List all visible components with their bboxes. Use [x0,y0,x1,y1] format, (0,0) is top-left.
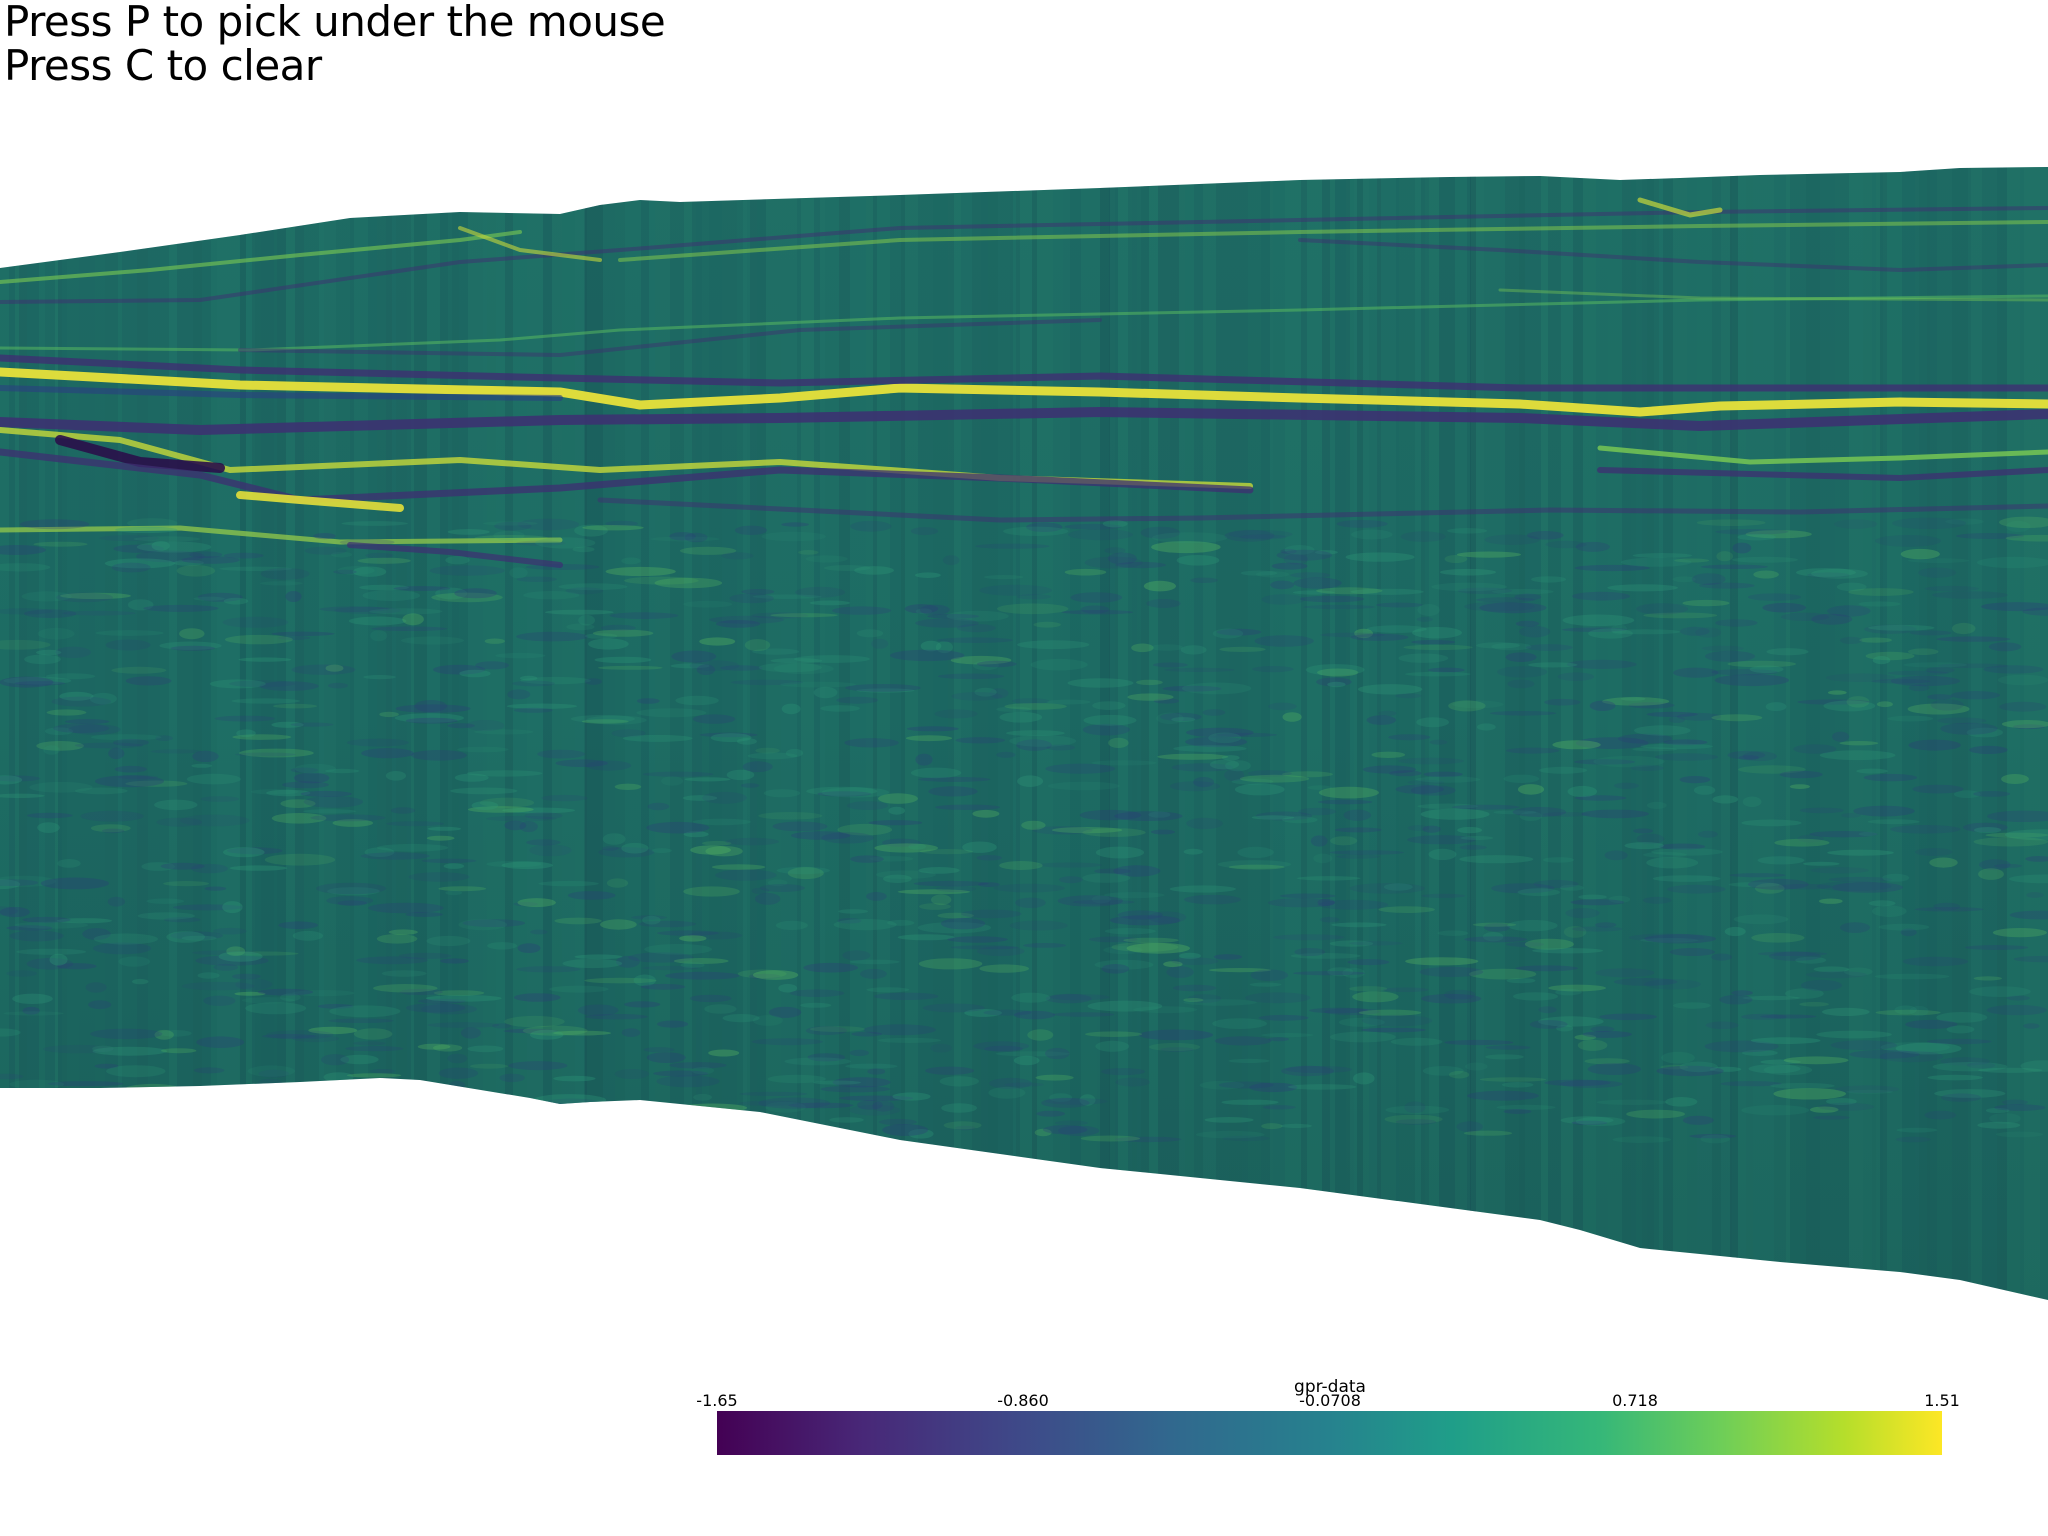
instructions-overlay: Press P to pick under the mouse Press C … [4,0,666,90]
radargram [0,167,2048,1300]
scalar-bar-title: gpr-data [1294,1377,1366,1397]
instruction-clear: Press C to clear [4,41,322,90]
scalar-bar-tick: 0.718 [1612,1391,1658,1410]
scalar-bar-gradient [717,1411,1942,1455]
scalar-bar-tick: -0.0708 [1299,1391,1361,1410]
scalar-bar-tick: 1.51 [1924,1391,1960,1410]
texture-noise [0,516,2048,1145]
scalar-bar-tick: -0.860 [997,1391,1049,1410]
scalar-bar-tick: -1.65 [696,1391,738,1410]
instruction-pick: Press P to pick under the mouse [4,0,666,46]
reflector-layers [0,197,2048,568]
gpr-profile-view[interactable] [0,0,2048,1400]
scalar-bar: gpr-data -1.65 -0.860 -0.0708 0.718 1.51 [690,1375,1970,1465]
trace-stripes [0,167,2048,1300]
